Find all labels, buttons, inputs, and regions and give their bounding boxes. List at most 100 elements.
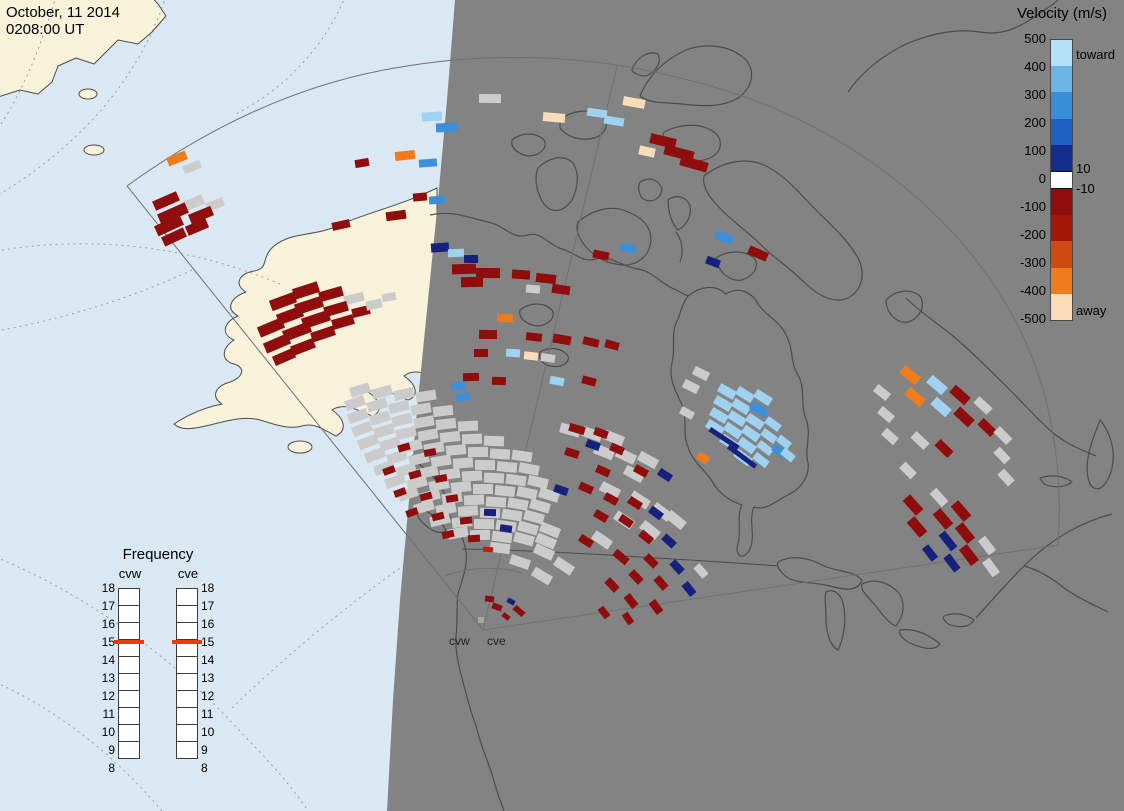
colorbar-segment (1051, 188, 1072, 216)
velocity-cell (478, 329, 498, 339)
velocity-tick-label: 300 (1024, 87, 1046, 102)
arctic-island (559, 110, 607, 140)
colorbar-segment (1051, 92, 1072, 119)
ground-scatter-cell (993, 425, 1013, 445)
ground-scatter-cell (993, 446, 1011, 464)
ground-scatter-cell (393, 387, 415, 401)
ground-scatter-cell (485, 496, 507, 508)
lake-ontario (942, 613, 975, 628)
frequency-legend-title: Frequency (122, 546, 194, 563)
velocity-cell (581, 375, 597, 387)
velocity-cell (460, 276, 484, 288)
velocity-cell (412, 192, 428, 202)
velocity-colorbar (1050, 39, 1073, 321)
velocity-cell (501, 611, 511, 621)
frequency-tick-label: 18 (101, 581, 115, 595)
velocity-cell (643, 553, 659, 569)
ground-scatter-cell (413, 415, 435, 429)
radar-label-cve: cve (487, 634, 506, 648)
velocity-cell (542, 111, 566, 123)
ground-scatter-cell (552, 556, 576, 576)
ground-scatter-cell (872, 383, 892, 401)
ground-scatter-cell (483, 472, 505, 484)
ground-scatter-cell (381, 291, 397, 303)
frequency-tick-label: 10 (101, 725, 115, 739)
colorbar-segment (1051, 293, 1072, 320)
frequency-tick-label: 16 (201, 617, 215, 631)
velocity-cell (930, 396, 952, 418)
ground-scatter-cell (540, 352, 556, 364)
velocity-cell (405, 506, 419, 518)
ground-scatter-cell (881, 427, 899, 445)
ground-scatter-cell (681, 378, 701, 394)
velocity-cell (459, 515, 473, 525)
velocity-cell (597, 605, 611, 619)
frequency-tick-label: 8 (108, 761, 115, 775)
velocity-cell (621, 611, 635, 625)
velocity-cell (310, 325, 336, 343)
velocity-cell (577, 481, 595, 495)
velocity-legend: Velocity (m/s) toward 10 -10 away 500 400… (1000, 5, 1124, 337)
southampton-island (715, 251, 757, 281)
ground-scatter-cell (494, 485, 516, 497)
velocity-cell (638, 144, 656, 158)
frequency-column-label-cve: cve (177, 566, 199, 581)
island (83, 144, 105, 156)
velocity-cell (932, 508, 954, 530)
velocity-cell (656, 467, 674, 483)
lake-michigan (824, 590, 846, 651)
victoria-island (576, 207, 652, 266)
velocity-tick-label: 100 (1024, 143, 1046, 158)
velocity-cell (483, 508, 497, 516)
velocity-tick-label: 200 (1024, 115, 1046, 130)
frequency-tick-label: 12 (201, 689, 215, 703)
velocity-cell (582, 336, 600, 348)
velocity-tick-label: -200 (1019, 227, 1046, 242)
lake-erie (898, 629, 941, 650)
lake-huron (861, 580, 904, 627)
boothia-peninsula (675, 231, 683, 263)
velocity-tick-label: 0 (1038, 171, 1046, 186)
colorbar-segment (1051, 241, 1072, 268)
velocity-cell (619, 242, 637, 254)
frequency-tick-label: 17 (201, 599, 215, 613)
frequency-scale-cvw (118, 588, 140, 759)
velocity-cell (648, 598, 664, 616)
time-text: 0208:00 UT (6, 21, 85, 39)
velocity-cell (512, 604, 526, 618)
graticule-arc (235, 0, 345, 115)
colorbar-segment (1051, 144, 1072, 171)
colorbar-zero-band (1051, 170, 1072, 189)
anticosti-island (1039, 475, 1073, 488)
velocity-cell (949, 384, 971, 406)
frequency-range-box (118, 673, 140, 691)
newfoundland-coast (1086, 419, 1114, 490)
inner-tick-negative: -10 (1076, 181, 1095, 196)
ground-scatter-cell (691, 365, 711, 381)
frequency-tick-label: 14 (101, 653, 115, 667)
frequency-range-box (176, 656, 198, 674)
velocity-cell (679, 155, 709, 173)
frequency-tick-label: 15 (201, 635, 215, 649)
velocity-cell (394, 149, 416, 161)
velocity-cell (780, 447, 796, 463)
ground-scatter-cell (461, 470, 483, 482)
velocity-cell (506, 596, 516, 606)
frequency-legend: Frequency cvw cve 18 18 17 17 16 16 15 15 14 14 13… (88, 546, 228, 782)
velocity-cell (938, 530, 958, 552)
ground-scatter-cell (478, 93, 502, 103)
frequency-tick-label: 14 (201, 653, 215, 667)
ground-scatter-cell (483, 435, 505, 447)
colorbar-segment (1051, 66, 1072, 93)
fan-left-edge (126, 185, 484, 631)
ground-scatter-cell (410, 402, 432, 416)
velocity-cell (354, 157, 370, 169)
frequency-marker (172, 640, 202, 644)
velocity-cell (943, 553, 961, 573)
velocity-cell (921, 544, 939, 562)
velocity-cell (421, 110, 443, 122)
velocity-cell (653, 575, 669, 591)
velocity-tick-label: -500 (1019, 311, 1046, 326)
velocity-cell (435, 121, 459, 133)
